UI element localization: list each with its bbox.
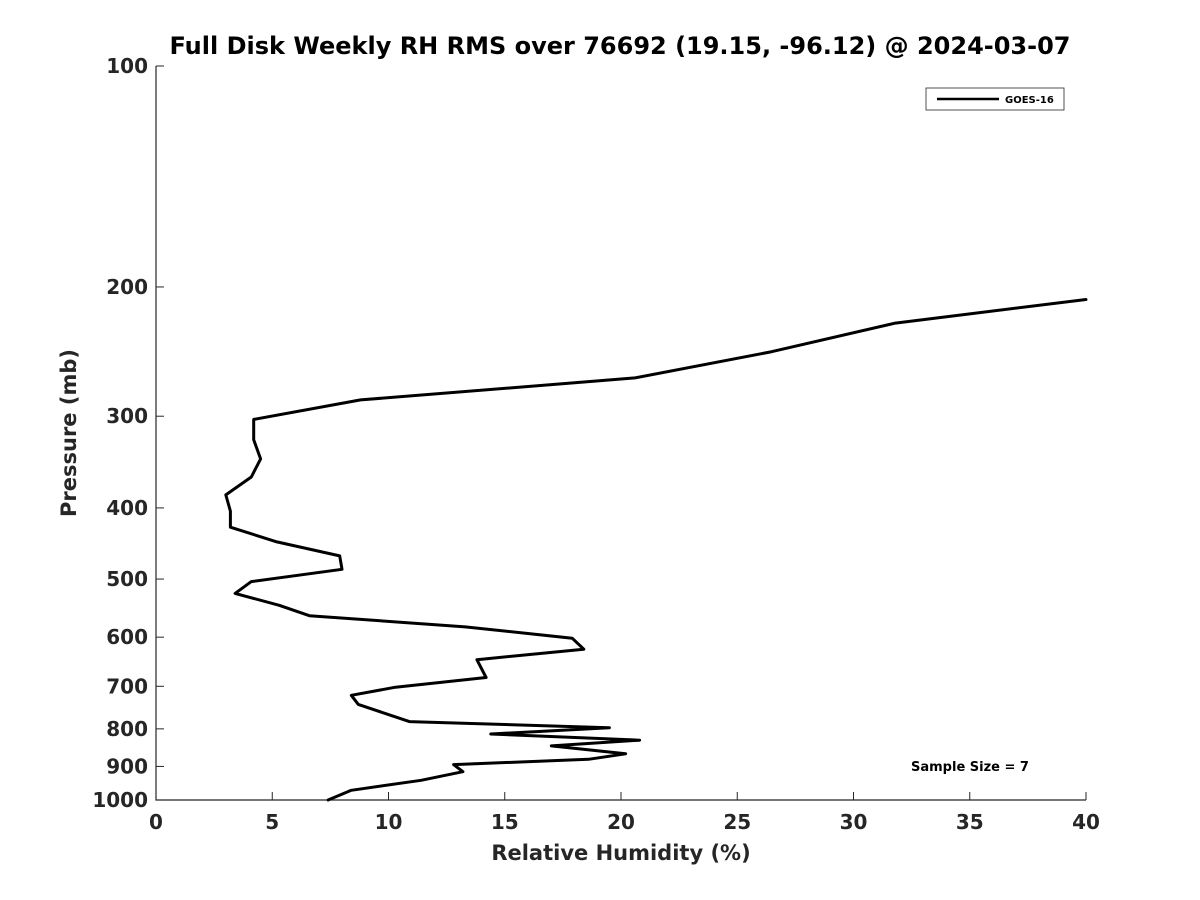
x-tick-label: 5 [265,810,279,834]
legend-label-goes-16: GOES-16 [1005,95,1054,106]
x-tick-label: 10 [375,810,403,834]
chart-title: Full Disk Weekly RH RMS over 76692 (19.1… [169,32,1070,60]
y-tick-label: 600 [106,625,148,649]
y-tick-label: 800 [106,717,148,741]
x-tick-label: 35 [956,810,984,834]
y-tick-label: 700 [106,674,148,698]
y-tick-label: 200 [106,275,148,299]
y-tick-label: 400 [106,496,148,520]
y-axis-label: Pressure (mb) [57,349,81,517]
series-line-goes-16 [224,298,1088,802]
x-tick-label: 25 [723,810,751,834]
y-tick-label: 300 [106,404,148,428]
y-tick-label: 100 [106,54,148,78]
x-tick-label: 30 [840,810,868,834]
series-layer [224,298,1088,802]
plot-area: 0 5 10 15 20 25 30 35 40 100 200 300 400 500 600 700 80… [92,54,1100,834]
sample-size-annotation: Sample Size = 7 [911,760,1029,775]
y-tick-label: 1000 [92,788,148,812]
x-tick-label: 0 [149,810,163,834]
y-tick-label: 500 [106,567,148,591]
x-axis-label: Relative Humidity (%) [491,841,750,865]
legend: GOES-16 [925,87,1065,111]
x-tick-label: 20 [607,810,635,834]
x-axis-ticks: 0 5 10 15 20 25 30 35 40 [149,792,1100,834]
y-axis-ticks: 100 200 300 400 500 600 700 800 900 1000 [92,54,164,812]
y-tick-label: 900 [106,754,148,778]
x-tick-label: 15 [491,810,519,834]
x-tick-label: 40 [1072,810,1100,834]
